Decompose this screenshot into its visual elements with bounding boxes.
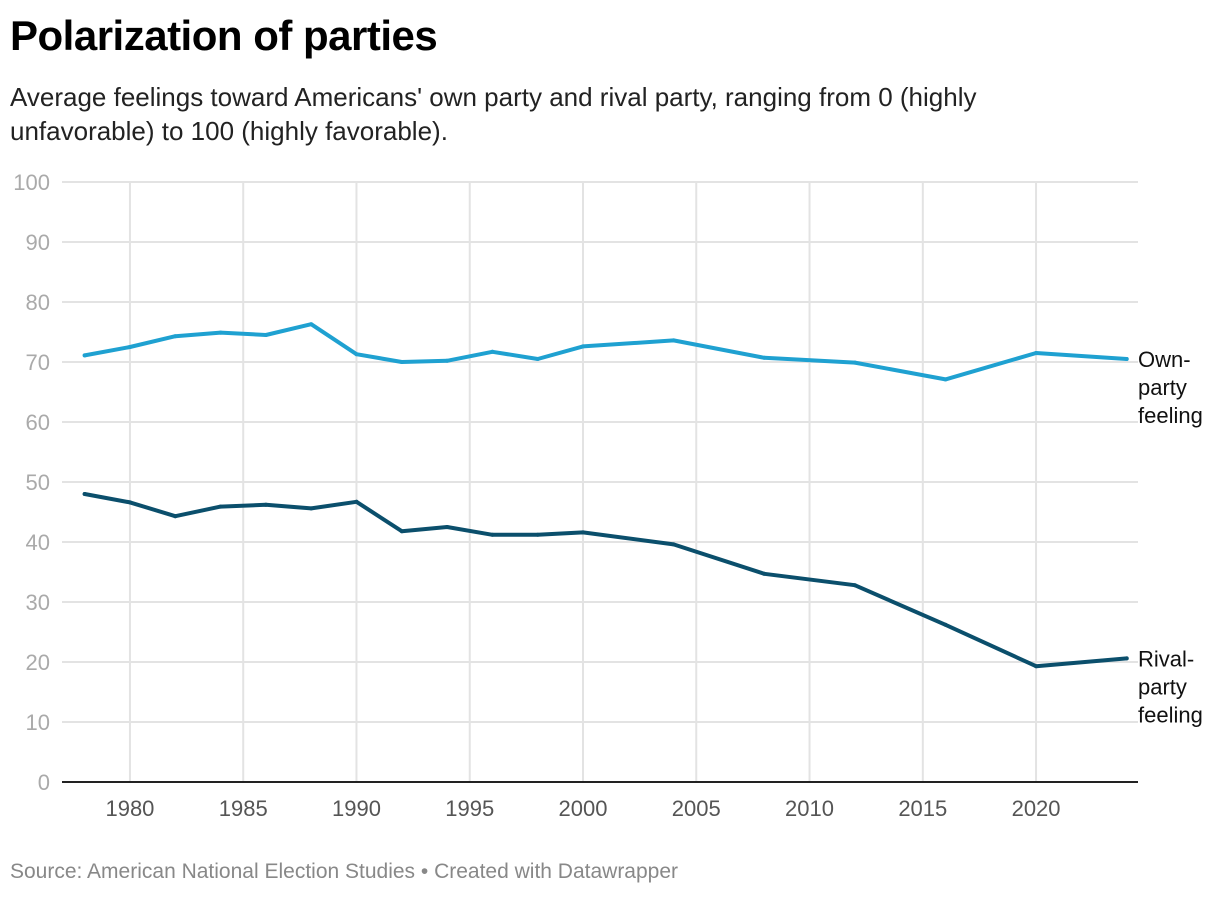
x-tick-label-2000: 2000 [559,796,608,821]
rival-party-feeling-label: Rival-party feeling [1138,646,1203,727]
own-party-feeling-point-1998 [535,357,540,361]
y-tick-label-30: 30 [26,590,50,615]
y-axis-ticks: 0 10 20 30 40 50 60 70 80 90 100 [13,170,50,795]
rival-party-feeling-point-1984 [218,504,223,509]
y-tick-label-0: 0 [38,770,50,795]
rival-party-feeling-point-1978 [82,492,87,496]
series-end-labels: Own-party feeling Rival-party feeling [1138,347,1203,727]
line-chart: 0 10 20 30 40 50 60 70 80 90 100 1980 1985 1990 1995 2… [13,170,1203,821]
y-tick-label-40: 40 [26,530,50,555]
x-tick-label-1990: 1990 [332,796,381,821]
source-note: Source: American National Election Studi… [10,860,679,883]
gridlines [62,181,1138,782]
own-party-feeling-point-1990 [354,352,359,357]
own-party-feeling-point-1984 [218,330,223,335]
rival-party-feeling-point-2020 [1034,664,1039,669]
x-axis-ticks: 1980 1985 1990 1995 2000 2005 2010 2015 2020 [105,796,1060,821]
x-tick-label-1980: 1980 [105,796,154,821]
own-party-feeling-point-2012 [852,360,857,365]
own-party-feeling-point-1986 [263,333,268,337]
rival-party-feeling-point-1986 [263,502,268,507]
own-party-feeling-point-2020 [1034,351,1039,355]
rival-party-feeling-point-1998 [535,532,540,537]
rival-party-feeling-point-1988 [309,506,314,511]
rival-party-feeling-point-1992 [399,529,404,534]
own-party-feeling-label: Own-party feeling [1138,347,1203,428]
own-party-feeling-line [82,322,1129,382]
y-tick-label-10: 10 [26,710,50,735]
chart-title: Polarization of parties [10,12,438,59]
own-party-feeling-point-1980 [127,345,132,349]
y-tick-label-80: 80 [26,290,50,315]
y-tick-label-60: 60 [26,410,50,435]
rival-party-feeling-point-2004 [671,542,676,547]
rival-party-feeling-point-2024 [1124,656,1129,661]
rival-party-feeling-point-1996 [490,532,495,537]
y-tick-label-20: 20 [26,650,50,675]
own-party-feeling-point-2000 [581,344,586,349]
y-tick-label-50: 50 [26,470,50,495]
x-tick-label-2010: 2010 [785,796,834,821]
rival-party-feeling-point-2012 [852,583,857,588]
rival-party-feeling-point-1982 [173,514,178,519]
own-party-feeling-point-2008 [762,355,767,360]
x-tick-label-1985: 1985 [219,796,268,821]
x-tick-label-2020: 2020 [1012,796,1061,821]
rival-party-feeling-point-1980 [127,500,132,505]
rival-party-feeling-point-2008 [762,571,767,576]
x-tick-label-1995: 1995 [445,796,494,821]
own-party-feeling-point-1978 [82,353,87,358]
own-party-feeling-point-1982 [173,334,178,339]
own-party-feeling-point-1994 [445,358,450,363]
series [82,322,1129,669]
y-tick-label-90: 90 [26,230,50,255]
y-tick-label-70: 70 [26,350,50,375]
own-party-feeling-point-1996 [490,349,495,354]
own-party-feeling-point-2016 [943,377,948,382]
own-party-feeling-point-2024 [1124,357,1129,361]
chart-subtitle: Average feelings toward Americans' own p… [10,82,977,146]
x-tick-label-2005: 2005 [672,796,721,821]
own-party-feeling-point-1992 [399,360,404,364]
own-party-feeling-point-2004 [671,338,676,343]
rival-party-feeling-point-2016 [943,622,948,627]
own-party-feeling-point-1988 [309,322,314,327]
rival-party-feeling-point-1994 [445,525,450,529]
rival-party-feeling-line [82,492,1129,669]
rival-party-feeling-point-1990 [354,499,359,504]
x-tick-label-2015: 2015 [898,796,947,821]
y-tick-label-100: 100 [13,170,50,195]
rival-party-feeling-point-2000 [581,530,586,535]
